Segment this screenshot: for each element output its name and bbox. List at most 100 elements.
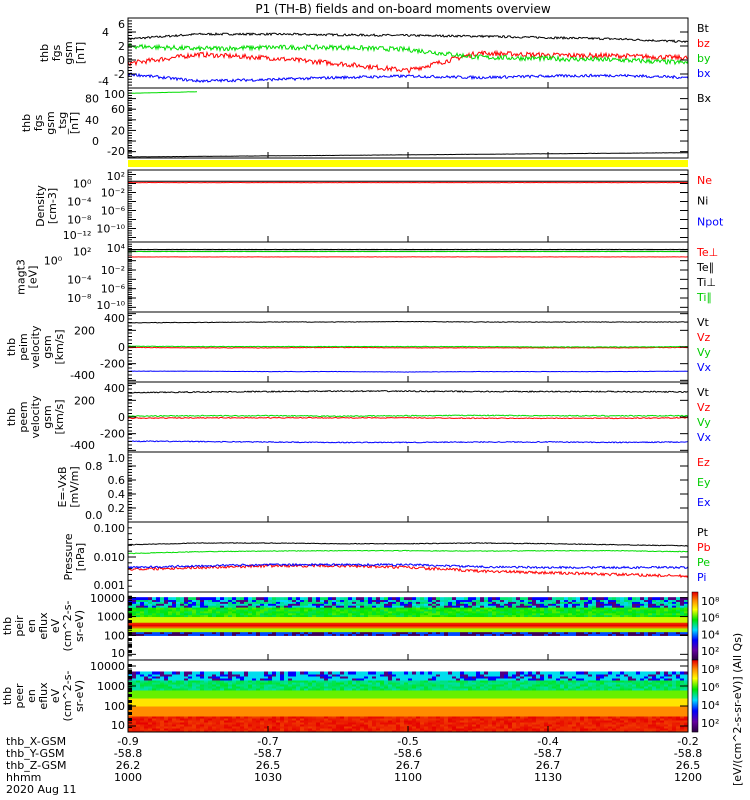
spectrogram-cell [356, 725, 360, 729]
spectrogram-cell [364, 627, 368, 631]
spectrogram-cell [200, 600, 204, 604]
legend-label: Ey [697, 476, 711, 489]
spectrogram-cell [172, 610, 176, 614]
spectrogram-cell [180, 687, 184, 691]
spectrogram-cell [340, 604, 344, 608]
spectrogram-cell [160, 606, 164, 610]
spectrogram-cell [176, 725, 180, 729]
spectrogram-cell [404, 616, 408, 619]
spectrogram-cell [664, 619, 668, 623]
spectrogram-cell [264, 629, 268, 633]
spectrogram-cell [256, 687, 260, 691]
spectrogram-cell [224, 681, 228, 685]
spectrogram-cell [360, 608, 364, 612]
spectrogram-cell [396, 600, 400, 604]
spectrogram-cell [188, 699, 192, 703]
spectrogram-cell [352, 719, 356, 723]
spectrogram-cell [352, 614, 356, 618]
spectrogram-cell [408, 604, 412, 608]
spectrogram-cell [448, 621, 452, 625]
spectrogram-cell [392, 625, 396, 629]
spectrogram-cell [296, 705, 300, 709]
spectrogram-cell [684, 629, 688, 633]
spectrogram-cell [160, 717, 164, 721]
spectrogram-cell [596, 625, 600, 629]
spectrogram-cell [188, 683, 192, 687]
spectrogram-cell [200, 715, 204, 719]
spectrogram-cell [344, 715, 348, 719]
spectrogram-cell [344, 612, 348, 616]
spectrogram-cell [556, 614, 560, 618]
spectrogram-cell [468, 619, 472, 623]
spectrogram-cell [140, 709, 144, 713]
spectrogram-cell [292, 625, 296, 629]
spectrogram-cell [144, 623, 148, 627]
spectrogram-cell [176, 629, 180, 633]
spectrogram-cell [172, 625, 176, 629]
spectrogram-cell [280, 709, 284, 713]
spectrogram-cell [212, 617, 216, 621]
y-axis-label: thb [5, 338, 18, 356]
spectrogram-cell [216, 729, 220, 733]
spectrogram-cell [200, 677, 204, 681]
spectrogram-cell [312, 612, 316, 616]
spectrogram-cell [168, 709, 172, 713]
spectrogram-cell [252, 707, 256, 711]
spectrogram-cell [156, 709, 160, 713]
spectrogram-cell [480, 627, 484, 631]
spectrogram-cell [220, 721, 224, 725]
spectrogram-cell [568, 617, 572, 621]
panel-frame [127, 87, 689, 159]
spectrogram-cell [204, 597, 208, 601]
spectrogram-cell [260, 627, 264, 631]
spectrogram-cell [140, 717, 144, 721]
spectrogram-cell [320, 709, 324, 713]
y-tick-label: 10⁻⁶ [101, 205, 126, 218]
spectrogram-cell [272, 616, 276, 619]
spectrogram-cell [256, 693, 260, 697]
spectrogram-cell [524, 625, 528, 629]
spectrogram-cell [140, 699, 144, 703]
spectrogram-cell [156, 606, 160, 610]
spectrogram-cell [320, 715, 324, 719]
spectrogram-cell [268, 614, 272, 618]
spectrogram-cell [204, 693, 208, 697]
spectrogram-cell [340, 617, 344, 621]
spectrogram-cell [248, 683, 252, 687]
spectrogram-cell [384, 616, 388, 619]
spectrogram-cell [464, 599, 468, 602]
spectrogram-cell [196, 679, 200, 683]
spectrogram-cell [132, 629, 136, 633]
spectrogram-cell [280, 701, 284, 705]
spectrogram-cell [232, 717, 236, 721]
spectrogram-cell [460, 627, 464, 631]
spectrogram-cell [480, 606, 484, 610]
spectrogram-cell [636, 597, 640, 601]
spectrogram-cell [548, 619, 552, 623]
spectrogram-cell [492, 606, 496, 610]
spectrogram-cell [332, 631, 336, 635]
spectrogram-cell [268, 606, 272, 610]
spectrogram-cell [356, 629, 360, 633]
spectrogram-cell [616, 604, 620, 608]
spectrogram-cell [360, 631, 364, 635]
spectrogram-cell [532, 600, 536, 604]
spectrogram-cell [400, 617, 404, 621]
spectrogram-cell [320, 619, 324, 623]
spectrogram-cell [212, 725, 216, 729]
spectrogram-cell [308, 689, 312, 693]
spectrogram-cell [328, 689, 332, 693]
spectrogram-cell [200, 619, 204, 623]
spectrogram-cell [176, 600, 180, 604]
spectrogram-cell [340, 683, 344, 687]
spectrogram-cell [300, 709, 304, 713]
spectrogram-cell [216, 701, 220, 705]
spectrogram-cell [308, 677, 312, 681]
spectrogram-cell [180, 606, 184, 610]
spectrogram-cell [148, 681, 152, 685]
spectrogram-cell [292, 671, 296, 675]
spectrogram-cell [364, 623, 368, 627]
spectrogram-cell [240, 629, 244, 633]
spectrogram-cell [144, 633, 148, 636]
spectrogram-cell [584, 621, 588, 625]
